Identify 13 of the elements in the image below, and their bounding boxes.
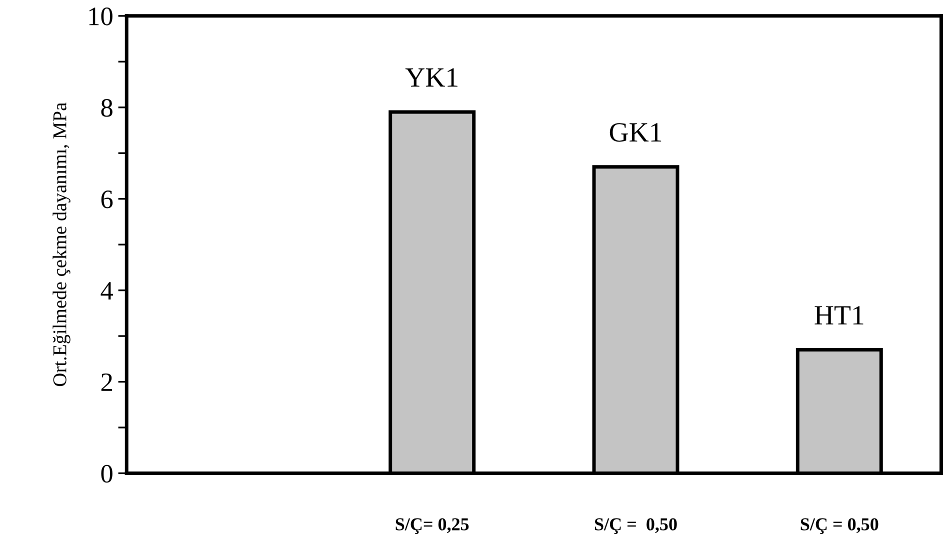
y-tick-label: 4 [100, 282, 114, 300]
y-tick-label: 10 [89, 8, 112, 26]
y-tick-label: 8 [101, 98, 112, 117]
x-tick-label: S/Ç = 0,50 [594, 518, 677, 534]
x-tick-label: S/Ç = 0,50 [800, 518, 878, 534]
y-tick-label: 2 [101, 373, 112, 391]
annotation: YK1 [405, 68, 458, 87]
y-axis-title: Ort.Eğilmede çekme dayanımı, MPa [52, 102, 70, 386]
annotation: GK1 [610, 123, 662, 142]
y-tick-label: 6 [101, 190, 113, 208]
annotation: HT1 [814, 306, 864, 324]
y-tick-label: 0 [101, 464, 112, 483]
x-tick-label: S/Ç= 0,25 [396, 518, 469, 534]
